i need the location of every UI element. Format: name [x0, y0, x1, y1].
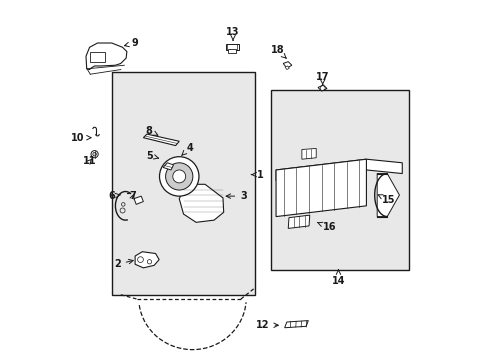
Text: 7: 7	[129, 191, 136, 201]
Text: 8: 8	[145, 126, 158, 135]
Bar	[228, 49, 236, 53]
Circle shape	[159, 157, 199, 196]
Polygon shape	[143, 134, 179, 145]
Polygon shape	[287, 215, 309, 228]
Polygon shape	[284, 320, 308, 328]
Polygon shape	[179, 184, 223, 222]
Bar	[271, 90, 408, 270]
Polygon shape	[276, 159, 402, 181]
Polygon shape	[376, 174, 399, 217]
Circle shape	[165, 163, 192, 190]
Text: 12: 12	[256, 320, 278, 330]
Bar	[112, 72, 255, 295]
Polygon shape	[86, 43, 126, 69]
Text: 9: 9	[124, 38, 138, 48]
Polygon shape	[317, 85, 326, 91]
Text: 4: 4	[181, 143, 193, 156]
Circle shape	[91, 150, 98, 158]
Text: 2: 2	[114, 259, 133, 269]
Polygon shape	[163, 163, 173, 170]
Circle shape	[172, 170, 185, 183]
Bar	[225, 44, 239, 50]
Text: 3: 3	[225, 191, 246, 201]
Polygon shape	[301, 148, 316, 159]
Polygon shape	[285, 66, 289, 69]
Text: 6: 6	[108, 191, 120, 201]
Text: 10: 10	[71, 133, 91, 143]
Text: 5: 5	[146, 150, 158, 161]
Polygon shape	[276, 159, 366, 217]
Text: 14: 14	[331, 270, 345, 286]
Polygon shape	[283, 62, 291, 68]
Text: 1: 1	[251, 170, 263, 180]
Text: 13: 13	[226, 27, 239, 40]
Text: 18: 18	[270, 45, 285, 58]
Polygon shape	[134, 196, 143, 204]
Circle shape	[93, 152, 96, 156]
Polygon shape	[135, 252, 159, 268]
Text: 15: 15	[377, 195, 394, 205]
Bar	[89, 51, 104, 62]
Text: 17: 17	[315, 72, 329, 85]
Text: 11: 11	[82, 156, 96, 166]
Text: 16: 16	[317, 222, 335, 232]
